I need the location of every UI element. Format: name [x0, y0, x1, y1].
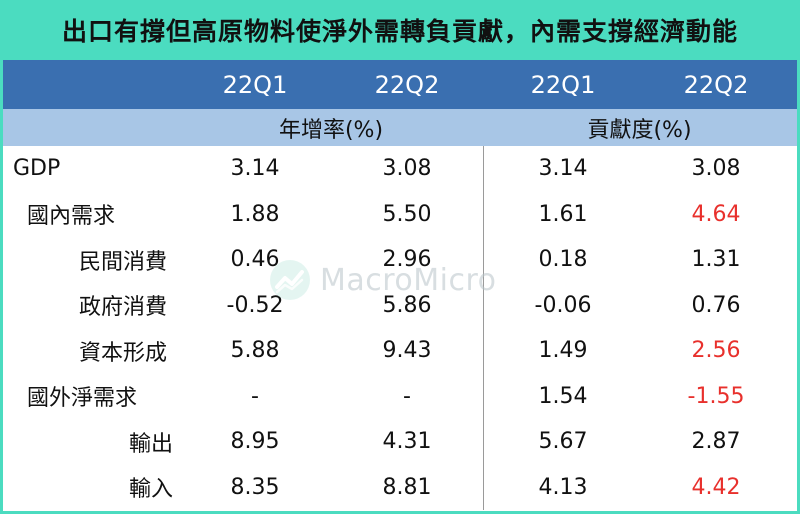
contribution-q1-value: 1.61 — [538, 201, 588, 227]
contribution-q1-value: 5.67 — [538, 429, 588, 455]
row-label: 國外淨需求 — [27, 386, 138, 412]
growth-q1-value: 5.88 — [230, 338, 280, 364]
growth-q1-value: 3.14 — [230, 156, 280, 182]
growth-q1-value: 8.95 — [230, 429, 280, 455]
growth-q2-header: 22Q2 — [374, 70, 440, 99]
watermark: MacroMicro — [268, 258, 497, 302]
contribution-q1-value: -0.06 — [534, 292, 592, 318]
growth-q1-value: 1.88 — [230, 201, 280, 227]
contribution-q2-value-highlight: -1.55 — [687, 383, 745, 409]
column-divider — [483, 146, 484, 510]
row-label: 民間消費 — [79, 249, 168, 275]
row-label: 資本形成 — [79, 340, 168, 366]
contribution-q2-header: 22Q2 — [683, 70, 749, 99]
contribution-q1-value: 0.18 — [538, 247, 588, 273]
metric-header-row: 年增率(%) 貢獻度(%) — [3, 109, 797, 146]
contribution-q2-value-highlight: 2.56 — [691, 338, 741, 364]
contribution-q2-value: 2.87 — [691, 429, 741, 455]
contribution-q2-value-highlight: 4.42 — [691, 474, 741, 500]
contribution-q1-header: 22Q1 — [530, 70, 596, 99]
contribution-q1-value: 1.49 — [538, 338, 588, 364]
contribution-q2-value-highlight: 4.64 — [691, 201, 741, 227]
row-label: 輸入 — [129, 477, 174, 503]
growth-q2-value: 2.96 — [382, 247, 432, 273]
growth-q2-value: 9.43 — [382, 338, 432, 364]
table-row: 資本形成 5.88 9.43 1.49 2.56 — [3, 328, 797, 374]
contribution-q2-value: 1.31 — [691, 247, 741, 273]
contribution-q1-value: 4.13 — [538, 474, 588, 500]
row-label: GDP — [13, 156, 61, 182]
growth-q1-value: 8.35 — [230, 474, 280, 500]
growth-q2-value: 5.86 — [382, 292, 432, 318]
contribution-q2-value: 3.08 — [691, 156, 741, 182]
table-row: 國外淨需求 - - 1.54 -1.55 — [3, 374, 797, 420]
growth-q1-value: -0.52 — [226, 292, 284, 318]
table-row: 輸出 8.95 4.31 5.67 2.87 — [3, 419, 797, 465]
growth-q2-value: 8.81 — [382, 474, 432, 500]
table-row: GDP 3.14 3.08 3.14 3.08 — [3, 146, 797, 192]
growth-q2-value: 5.50 — [382, 201, 432, 227]
contribution-header: 貢獻度(%) — [587, 117, 692, 143]
growth-q2-value: - — [403, 383, 411, 409]
growth-q1-value: - — [251, 383, 259, 409]
contribution-q2-value: 0.76 — [691, 292, 741, 318]
row-label: 國內需求 — [27, 204, 116, 230]
row-label: 政府消費 — [79, 295, 168, 321]
row-label: 輸出 — [129, 431, 174, 457]
table-row: 國內需求 1.88 5.50 1.61 4.64 — [3, 192, 797, 238]
macromicro-logo-icon — [270, 260, 310, 300]
growth-rate-header: 年增率(%) — [278, 117, 384, 143]
growth-q2-value: 4.31 — [382, 429, 432, 455]
watermark-text: MacroMicro — [320, 262, 497, 298]
table-title: 出口有撐但高原物料使淨外需轉負貢獻，內需支撐經濟動能 — [0, 0, 800, 60]
table-row: 輸入 8.35 8.81 4.13 4.42 — [3, 465, 797, 511]
table-row: 政府消費 -0.52 5.86 -0.06 0.76 — [3, 283, 797, 329]
growth-q1-header: 22Q1 — [222, 70, 288, 99]
period-header-row: 22Q1 22Q2 22Q1 22Q2 — [3, 60, 797, 109]
contribution-q1-value: 1.54 — [538, 383, 588, 409]
contribution-q1-value: 3.14 — [538, 156, 588, 182]
growth-q1-value: 0.46 — [230, 247, 280, 273]
growth-q2-value: 3.08 — [382, 156, 432, 182]
table-row: 民間消費 0.46 2.96 0.18 1.31 — [3, 237, 797, 283]
